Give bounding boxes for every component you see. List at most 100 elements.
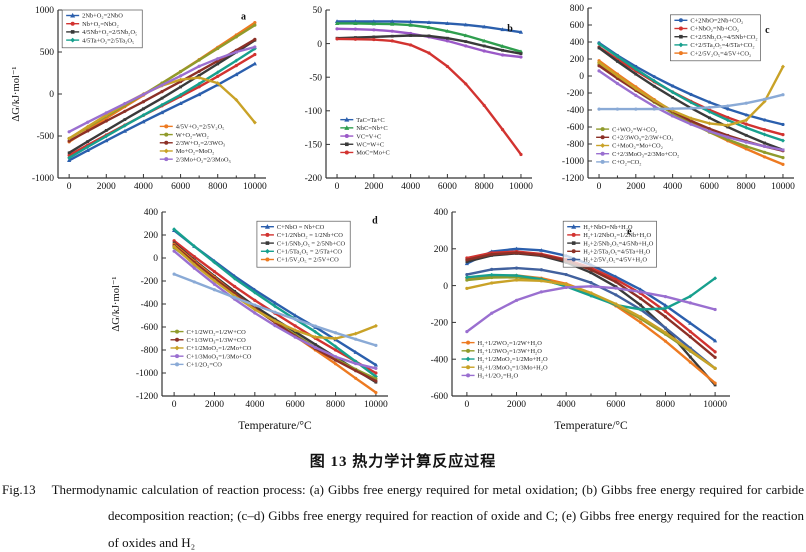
- svg-text:H₂+1/2MoO₂=1/2Mo+H₂O: H₂+1/2MoO₂=1/2Mo+H₂O: [478, 356, 548, 363]
- svg-text:-100: -100: [305, 107, 323, 117]
- svg-text:C+NbO = Nb+CO: C+NbO = Nb+CO: [277, 224, 325, 231]
- svg-text:H₂+2/5V₂O₅=4/5V+H₂O: H₂+2/5V₂O₅=4/5V+H₂O: [583, 257, 647, 264]
- svg-text:10000: 10000: [509, 182, 533, 192]
- svg-text:400: 400: [570, 38, 585, 48]
- svg-text:C+2/5V₂O₅=4/5V+CO₂: C+2/5V₂O₅=4/5V+CO₂: [690, 50, 751, 57]
- svg-text:10000: 10000: [771, 182, 795, 192]
- svg-text:6000: 6000: [700, 182, 719, 192]
- svg-text:0: 0: [317, 40, 322, 50]
- svg-text:H₂+1/3MoO₃=1/3Mo+H₂O: H₂+1/3MoO₃=1/3Mo+H₂O: [478, 364, 548, 371]
- svg-text:4000: 4000: [134, 182, 153, 192]
- svg-text:0: 0: [49, 90, 54, 100]
- svg-text:-600: -600: [567, 123, 585, 133]
- svg-text:Nb+O₂=NbO₂: Nb+O₂=NbO₂: [82, 21, 119, 28]
- svg-text:ΔG/kJ·mol⁻¹: ΔG/kJ·mol⁻¹: [111, 276, 122, 331]
- svg-text:-50: -50: [309, 73, 322, 83]
- svg-text:-1000: -1000: [32, 174, 54, 184]
- svg-text:-500: -500: [37, 132, 55, 142]
- caption-text: Thermodynamic calculation of reaction pr…: [51, 482, 804, 550]
- svg-text:C+2NbO=2Nb+CO₂: C+2NbO=2Nb+CO₂: [690, 18, 743, 25]
- svg-text:-1200: -1200: [136, 392, 158, 402]
- svg-text:C+1/2O₂=CO: C+1/2O₂=CO: [187, 362, 223, 369]
- svg-text:0: 0: [153, 254, 158, 264]
- svg-text:200: 200: [570, 55, 585, 65]
- svg-text:4000: 4000: [557, 400, 576, 410]
- svg-text:C+1/2NbO₂ = 1/2Nb+CO: C+1/2NbO₂ = 1/2Nb+CO: [277, 232, 343, 239]
- svg-text:VC=V+C: VC=V+C: [356, 133, 381, 140]
- svg-text:0: 0: [172, 400, 177, 410]
- svg-text:W+O₂=WO₂: W+O₂=WO₂: [176, 132, 209, 139]
- svg-text:C+1/5V₂O₅ = 2/5V+CO: C+1/5V₂O₅ = 2/5V+CO: [277, 257, 339, 264]
- svg-text:6000: 6000: [438, 182, 457, 192]
- svg-text:2Nb+O₂=2NbO: 2Nb+O₂=2NbO: [82, 13, 123, 20]
- svg-text:600: 600: [570, 21, 585, 31]
- svg-text:2/3W+O₂=2/3WO₃: 2/3W+O₂=2/3WO₃: [176, 140, 225, 147]
- svg-text:0: 0: [443, 282, 448, 292]
- svg-text:0: 0: [597, 182, 602, 192]
- svg-text:2000: 2000: [97, 182, 116, 192]
- chart-b-canvas: -200 -150 -100 -50 0 50 0 2000 4000 6000 8000 10000…: [305, 6, 534, 192]
- svg-text:H₂+NbO=Nb+H₂O: H₂+NbO=Nb+H₂O: [583, 224, 633, 231]
- svg-text:H₂+1/2NbO₂=1/2Nb+H₂O: H₂+1/2NbO₂=1/2Nb+H₂O: [583, 232, 651, 239]
- svg-text:50: 50: [313, 6, 323, 16]
- svg-text:-200: -200: [431, 319, 449, 329]
- svg-text:10000: 10000: [243, 182, 267, 192]
- svg-text:-1200: -1200: [562, 174, 584, 184]
- svg-text:400: 400: [144, 208, 159, 218]
- svg-text:C+O₂=CO₂: C+O₂=CO₂: [612, 159, 641, 166]
- svg-text:4000: 4000: [401, 182, 420, 192]
- svg-text:2/3Mo+O₂=2/3MoO₃: 2/3Mo+O₂=2/3MoO₃: [176, 156, 231, 163]
- svg-text:10000: 10000: [364, 400, 388, 410]
- svg-text:-400: -400: [567, 106, 585, 116]
- svg-text:-800: -800: [567, 140, 585, 150]
- svg-text:-200: -200: [567, 89, 585, 99]
- caption-english: Fig.13 Thermodynamic calculation of react…: [2, 477, 804, 552]
- svg-text:500: 500: [40, 48, 55, 58]
- svg-text:8000: 8000: [737, 182, 756, 192]
- subplot-b-carbide-decomposition: -200 -150 -100 -50 0 50 0 2000 4000 6000 8000 10000…: [286, 4, 540, 200]
- svg-text:C+2/5Nb₂O₅=4/5Nb+CO₂: C+2/5Nb₂O₅=4/5Nb+CO₂: [690, 34, 757, 41]
- svg-text:C+1/3MoO₃=1/3Mo+CO: C+1/3MoO₃=1/3Mo+CO: [187, 353, 252, 360]
- svg-text:C+1/5Ta₂O₅ = 2/5Ta+CO: C+1/5Ta₂O₅ = 2/5Ta+CO: [277, 249, 343, 256]
- svg-text:2000: 2000: [205, 400, 224, 410]
- subplot-a-metal-oxidation: -1000 -500 0 500 1000 0 2000 4000 6000 8000 10000 Δ…: [8, 4, 274, 200]
- subplot-d-oxide-plus-c-co: -1200 -1000 -800 -600 -400 -200 0 200 400 0 2000 40…: [108, 206, 396, 436]
- svg-text:-1000: -1000: [562, 157, 584, 167]
- svg-text:2000: 2000: [364, 182, 383, 192]
- svg-text:C+1/5Nb₂O₅ = 2/5Nb+CO: C+1/5Nb₂O₅ = 2/5Nb+CO: [277, 240, 346, 247]
- svg-text:10000: 10000: [703, 400, 727, 410]
- svg-text:0: 0: [579, 72, 584, 82]
- svg-text:4/5Nb+O₂=2/5Nb₂O₅: 4/5Nb+O₂=2/5Nb₂O₅: [82, 29, 137, 36]
- svg-text:4/5Ta+O₂=2/5Ta₂O₅: 4/5Ta+O₂=2/5Ta₂O₅: [82, 37, 134, 44]
- svg-text:800: 800: [570, 4, 585, 14]
- svg-text:-600: -600: [431, 392, 449, 402]
- svg-text:d: d: [372, 216, 378, 227]
- svg-text:200: 200: [434, 245, 449, 255]
- svg-text:8000: 8000: [475, 182, 494, 192]
- svg-text:b: b: [507, 23, 513, 34]
- svg-text:c: c: [765, 25, 770, 36]
- svg-text:C+MoO₂=Mo+CO₂: C+MoO₂=Mo+CO₂: [612, 143, 663, 150]
- svg-text:C+1/2WO₂=1/2W+CO: C+1/2WO₂=1/2W+CO: [187, 329, 247, 336]
- svg-text:-600: -600: [141, 323, 159, 333]
- svg-text:-400: -400: [141, 300, 159, 310]
- svg-text:H₂+2/5Ta₂O₅=4/5Ta+H₂O: H₂+2/5Ta₂O₅=4/5Ta+H₂O: [583, 249, 650, 256]
- svg-text:0: 0: [335, 182, 340, 192]
- svg-text:-150: -150: [305, 141, 323, 151]
- svg-text:Temperature/°C: Temperature/°C: [554, 420, 628, 432]
- svg-text:6000: 6000: [171, 182, 190, 192]
- svg-text:Mo+O₂=MoO₂: Mo+O₂=MoO₂: [176, 148, 215, 155]
- svg-text:-400: -400: [431, 355, 449, 365]
- subplot-e-oxide-plus-h2: -600 -400 -200 0 200 400 0 2000 4000 6000 8000 1000…: [410, 206, 740, 436]
- svg-text:NbC=Nb+C: NbC=Nb+C: [356, 125, 387, 132]
- svg-text:e: e: [627, 227, 632, 238]
- svg-text:C+1/3WO₃=1/3W+CO: C+1/3WO₃=1/3W+CO: [187, 337, 247, 344]
- svg-text:6000: 6000: [286, 400, 305, 410]
- svg-text:ΔG/kJ·mol⁻¹: ΔG/kJ·mol⁻¹: [11, 66, 22, 121]
- svg-text:200: 200: [144, 231, 159, 241]
- svg-text:0: 0: [465, 400, 470, 410]
